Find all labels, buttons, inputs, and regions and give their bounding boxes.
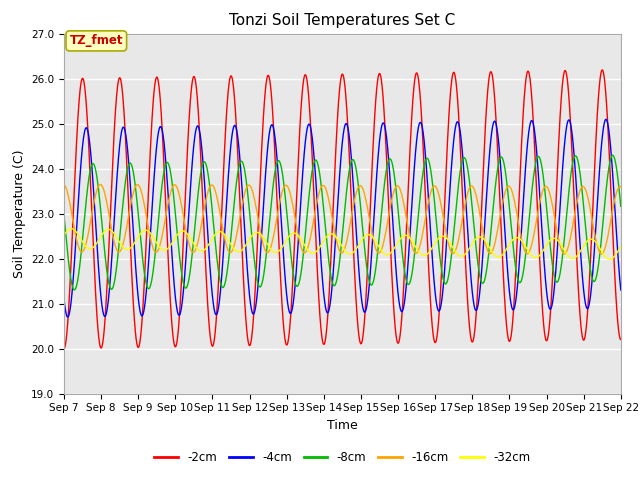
-2cm bbox=[324, 301, 332, 307]
-16cm bbox=[299, 248, 307, 254]
Line: -16cm: -16cm bbox=[64, 184, 621, 254]
-4cm bbox=[617, 287, 625, 293]
-16cm bbox=[294, 231, 302, 237]
Y-axis label: Soil Temperature (C): Soil Temperature (C) bbox=[13, 149, 26, 278]
-4cm bbox=[572, 180, 580, 186]
-2cm bbox=[465, 312, 472, 317]
Line: -32cm: -32cm bbox=[64, 228, 621, 259]
-32cm bbox=[294, 232, 302, 238]
-2cm bbox=[598, 67, 606, 73]
-2cm bbox=[294, 164, 301, 170]
-8cm bbox=[600, 211, 607, 216]
-2cm bbox=[617, 337, 625, 343]
-8cm bbox=[60, 213, 68, 218]
-32cm bbox=[60, 232, 68, 238]
-4cm bbox=[294, 242, 302, 248]
-8cm bbox=[465, 172, 472, 178]
-32cm bbox=[617, 244, 625, 250]
Line: -2cm: -2cm bbox=[64, 70, 621, 348]
-4cm bbox=[64, 314, 72, 320]
X-axis label: Time: Time bbox=[327, 419, 358, 432]
-32cm bbox=[299, 239, 307, 244]
-2cm bbox=[600, 72, 607, 77]
-4cm bbox=[602, 117, 610, 122]
-16cm bbox=[97, 181, 104, 187]
-16cm bbox=[325, 196, 333, 202]
-16cm bbox=[60, 182, 68, 188]
-16cm bbox=[572, 204, 580, 209]
-16cm bbox=[617, 184, 625, 190]
-32cm bbox=[600, 252, 607, 258]
-8cm bbox=[299, 259, 307, 264]
Title: Tonzi Soil Temperatures Set C: Tonzi Soil Temperatures Set C bbox=[229, 13, 456, 28]
-2cm bbox=[298, 88, 306, 94]
Text: TZ_fmet: TZ_fmet bbox=[70, 35, 123, 48]
-2cm bbox=[572, 238, 580, 243]
-16cm bbox=[598, 251, 605, 257]
-16cm bbox=[465, 187, 472, 193]
-8cm bbox=[294, 283, 302, 288]
-8cm bbox=[617, 204, 625, 209]
-8cm bbox=[572, 153, 580, 159]
-4cm bbox=[600, 122, 607, 128]
Line: -4cm: -4cm bbox=[64, 120, 621, 317]
-4cm bbox=[465, 242, 472, 248]
Line: -8cm: -8cm bbox=[64, 155, 621, 290]
-8cm bbox=[70, 287, 78, 293]
-4cm bbox=[325, 308, 333, 314]
-8cm bbox=[609, 152, 616, 158]
-4cm bbox=[60, 296, 68, 302]
-32cm bbox=[465, 247, 472, 252]
-8cm bbox=[325, 257, 333, 263]
-32cm bbox=[572, 254, 580, 260]
-16cm bbox=[600, 248, 608, 254]
-32cm bbox=[606, 256, 614, 262]
-32cm bbox=[325, 232, 333, 238]
-32cm bbox=[68, 226, 76, 231]
-4cm bbox=[299, 173, 307, 179]
Legend: -2cm, -4cm, -8cm, -16cm, -32cm: -2cm, -4cm, -8cm, -16cm, -32cm bbox=[150, 446, 535, 469]
-2cm bbox=[60, 346, 68, 351]
